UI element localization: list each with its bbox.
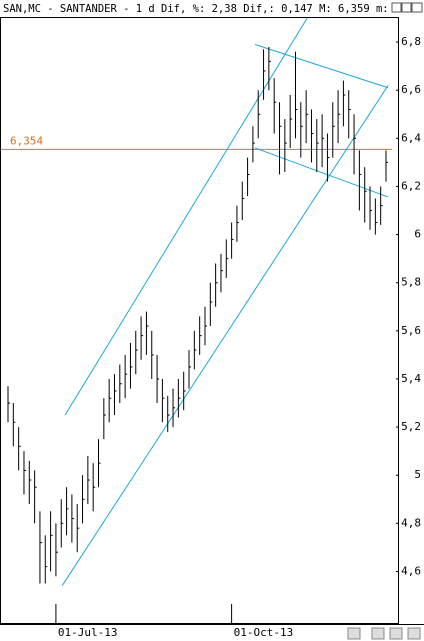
y-tick-label: 6,8 xyxy=(401,35,421,48)
y-tick-label: 6,2 xyxy=(401,179,421,192)
x-tick-label: 01-Jul-13 xyxy=(58,626,118,639)
tool-icon[interactable] xyxy=(371,627,385,640)
x-tick-label: 01-Oct-13 xyxy=(234,626,294,639)
trend-line xyxy=(61,85,389,586)
y-tick-label: 4,6 xyxy=(401,564,421,577)
y-tick-label: 5,6 xyxy=(401,324,421,337)
close-button[interactable] xyxy=(411,2,423,13)
y-tick-label: 5 xyxy=(414,468,421,481)
y-tick-label: 6,4 xyxy=(401,131,421,144)
tool-icon[interactable] xyxy=(347,627,361,640)
y-tick-label: 4,8 xyxy=(401,516,421,529)
chart-title: SAN,MC - SANTANDER - 1 d Dif, %: 2,38 Di… xyxy=(3,3,389,15)
maximize-button[interactable] xyxy=(401,2,412,13)
y-tick-label: 6 xyxy=(414,228,421,241)
plot-frame xyxy=(0,17,399,624)
tool-icon[interactable] xyxy=(407,627,421,640)
trend-line xyxy=(254,147,389,198)
y-tick-label: 6,6 xyxy=(401,83,421,96)
y-tick-label: 5,2 xyxy=(401,420,421,433)
y-tick-label: 5,8 xyxy=(401,276,421,289)
minimize-button[interactable] xyxy=(391,2,402,13)
trend-line xyxy=(254,43,389,89)
trend-line xyxy=(64,17,308,416)
y-tick-label: 5,4 xyxy=(401,372,421,385)
tool-icon[interactable] xyxy=(389,627,403,640)
reference-label: 6,354 xyxy=(10,134,43,147)
